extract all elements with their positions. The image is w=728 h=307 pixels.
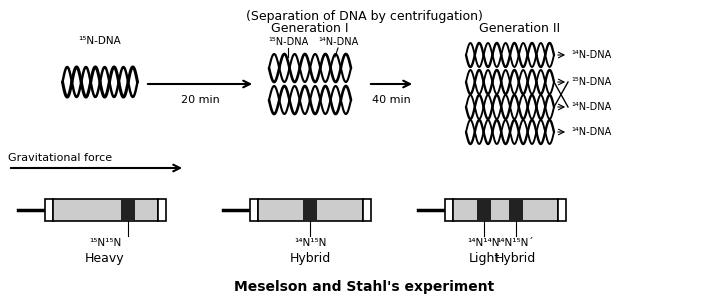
Text: Heavy: Heavy	[85, 252, 124, 265]
Text: Gravitational force: Gravitational force	[8, 153, 112, 163]
Text: ¹⁴N-DNA: ¹⁴N-DNA	[571, 102, 612, 112]
Text: Light: Light	[468, 252, 499, 265]
Text: ¹⁵N-DNA: ¹⁵N-DNA	[79, 36, 122, 46]
Text: (Separation of DNA by centrifugation): (Separation of DNA by centrifugation)	[245, 10, 483, 23]
Text: ¹⁵N-DNA: ¹⁵N-DNA	[571, 77, 612, 87]
Text: Generation I: Generation I	[272, 22, 349, 35]
Bar	[508, 199, 523, 221]
Text: Meselson and Stahl's experiment: Meselson and Stahl's experiment	[234, 280, 494, 294]
Text: ¹⁴N-DNA: ¹⁴N-DNA	[571, 50, 612, 60]
Text: ¹⁵N¹⁵N: ¹⁵N¹⁵N	[89, 238, 121, 248]
Bar	[157, 199, 165, 221]
Bar	[453, 199, 558, 221]
Text: ¹⁴N¹⁵N: ¹⁴N¹⁵N	[294, 238, 326, 248]
Bar	[250, 199, 258, 221]
Text: Generation II: Generation II	[480, 22, 561, 35]
Bar	[44, 199, 52, 221]
Text: Hybrid: Hybrid	[495, 252, 536, 265]
Text: 20 min: 20 min	[181, 95, 219, 105]
Text: ¹⁴N¹⁵N´: ¹⁴N¹⁵N´	[496, 238, 534, 248]
Text: ¹⁴N¹⁴N: ¹⁴N¹⁴N	[468, 238, 500, 248]
Bar	[258, 199, 363, 221]
Bar	[558, 199, 566, 221]
Bar	[445, 199, 453, 221]
Bar	[52, 199, 157, 221]
Text: 40 min: 40 min	[371, 95, 411, 105]
Text: ¹⁴N-DNA: ¹⁴N-DNA	[571, 127, 612, 137]
Text: Hybrid: Hybrid	[289, 252, 331, 265]
Bar	[363, 199, 371, 221]
Bar	[477, 199, 491, 221]
Text: ¹⁴N-DNA: ¹⁴N-DNA	[318, 37, 358, 47]
Bar	[121, 199, 135, 221]
Text: ¹⁵N-DNA: ¹⁵N-DNA	[268, 37, 308, 47]
Bar	[303, 199, 317, 221]
